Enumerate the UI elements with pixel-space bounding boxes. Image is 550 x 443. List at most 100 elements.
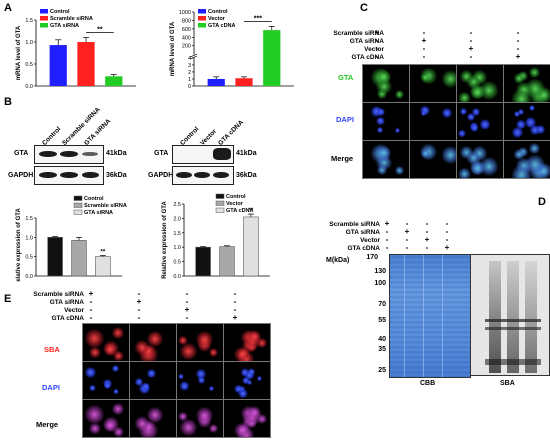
- micrograph-tile: [82, 399, 130, 438]
- treatment-sign: -: [385, 227, 389, 236]
- panel-label-d: D: [538, 196, 546, 208]
- treatment-sign: -: [469, 36, 473, 45]
- row-label-gta: GTA: [154, 150, 169, 157]
- legend-entry: Vector: [208, 16, 226, 22]
- treatment-sign: -: [233, 289, 237, 298]
- y-tick-label: 400: [182, 35, 191, 41]
- condition-label: Scramble siRNA: [329, 221, 380, 228]
- row-label-merge: Merge: [331, 154, 354, 163]
- micrograph-tile: [176, 399, 224, 438]
- treatment-sign: -: [425, 219, 429, 228]
- micrograph-tile: [456, 64, 504, 103]
- legend-entry: GTA siRNA: [50, 23, 79, 29]
- y-tick-label: 1.5: [25, 216, 33, 222]
- treatment-sign: -: [89, 313, 93, 322]
- treatment-sign: +: [444, 243, 450, 252]
- lane-label: Scramble siRNA: [61, 106, 102, 147]
- treatment-sign: +: [515, 52, 521, 61]
- treatment-sign: -: [516, 36, 520, 45]
- micrograph-tile: [362, 64, 410, 103]
- condition-label: Vector: [64, 307, 84, 314]
- micrograph-tile: [129, 361, 177, 400]
- treatment-sign: -: [385, 235, 389, 244]
- legend-entry: Control: [226, 194, 246, 200]
- bar: [95, 256, 111, 277]
- micrograph-tile: [409, 102, 457, 141]
- treatment-sign: -: [233, 297, 237, 306]
- bar: [219, 246, 235, 277]
- treatment-sign: -: [233, 305, 237, 314]
- mw-axis-label: M(kDa): [326, 257, 350, 264]
- mw-marker: 70: [378, 301, 386, 308]
- treatment-sign: -: [405, 235, 409, 244]
- blot-gta-right: [172, 145, 234, 164]
- micrograph-tile: [362, 140, 410, 179]
- y-tick-label: 0.5: [25, 255, 33, 261]
- blot-gta-left: [34, 145, 104, 164]
- treatment-sign: -: [375, 52, 379, 61]
- row-label-dapi: DAPI: [42, 383, 60, 392]
- y-tick-label: 2: [188, 70, 191, 76]
- y-tick-label: 2.5: [173, 202, 181, 208]
- legend-swatch: [198, 16, 206, 21]
- y-tick-label: 800: [182, 18, 191, 24]
- treatment-sign: -: [375, 36, 379, 45]
- condition-label: Scramble siRNA: [333, 30, 384, 37]
- legend-entry: GTA cDNA: [226, 208, 254, 214]
- lane-label: GTA cDNA: [217, 119, 245, 147]
- bar: [105, 76, 123, 86]
- axis-break: [191, 54, 197, 58]
- condition-label: GTA siRNA: [345, 229, 380, 236]
- row-label-gta: GTA: [338, 73, 354, 82]
- y-tick-label: 4: [188, 56, 191, 62]
- treatment-sign: -: [425, 243, 429, 252]
- treatment-sign: -: [89, 305, 93, 314]
- legend-swatch: [73, 202, 83, 208]
- treatment-sign: +: [136, 297, 142, 306]
- y-axis-label: mRNA level of GTA: [16, 25, 22, 80]
- condition-label: GTA siRNA: [349, 38, 384, 45]
- mw-marker: 35: [378, 346, 386, 353]
- micrograph-tile: [176, 323, 224, 362]
- size-label: 36kDa: [236, 172, 257, 179]
- treatment-sign: -: [445, 235, 449, 244]
- legend-entry: Vector: [226, 201, 244, 207]
- micrograph-tile: [176, 361, 224, 400]
- cbb-label: CBB: [420, 380, 436, 387]
- panel-label-e: E: [4, 293, 12, 305]
- legend-entry: Scramble siRNA: [50, 16, 93, 22]
- treatment-sign: -: [89, 297, 93, 306]
- y-axis-label: Relative expression of GTA: [16, 208, 22, 282]
- row-label-sba: SBA: [44, 345, 60, 354]
- treatment-sign: -: [137, 305, 141, 314]
- bar: [195, 246, 211, 277]
- y-tick-label: 0.0: [25, 84, 33, 90]
- treatment-sign: -: [422, 44, 426, 53]
- legend-entry: Control: [50, 9, 70, 15]
- y-axis-label: Relative expression of GTA: [162, 201, 168, 279]
- y-tick-label: 1.5: [25, 18, 33, 24]
- sba-blot: [470, 254, 550, 376]
- blot-gapdh-right: [172, 166, 234, 185]
- legend-swatch: [215, 207, 225, 213]
- micrograph-tile: [223, 399, 271, 438]
- legend-entry: Control: [208, 9, 228, 15]
- micrograph-tile: [503, 102, 550, 141]
- legend-swatch: [198, 23, 206, 28]
- row-label-gapdh: GAPDH: [148, 172, 174, 179]
- significance-marker: **: [97, 27, 103, 34]
- y-tick-label: 1.0: [25, 235, 33, 241]
- treatment-sign: -: [422, 52, 426, 61]
- treatment-sign: +: [404, 227, 410, 236]
- treatment-sign: -: [405, 243, 409, 252]
- axis-break-mark: [189, 53, 198, 58]
- y-tick-label: 0.5: [25, 62, 33, 68]
- bar: [71, 240, 87, 277]
- y-tick-label: 3: [188, 63, 191, 69]
- sba-label: SBA: [500, 380, 515, 387]
- y-tick-label: 200: [182, 44, 191, 50]
- condition-label: GTA cDNA: [351, 54, 385, 61]
- micrograph-tile: [503, 140, 550, 179]
